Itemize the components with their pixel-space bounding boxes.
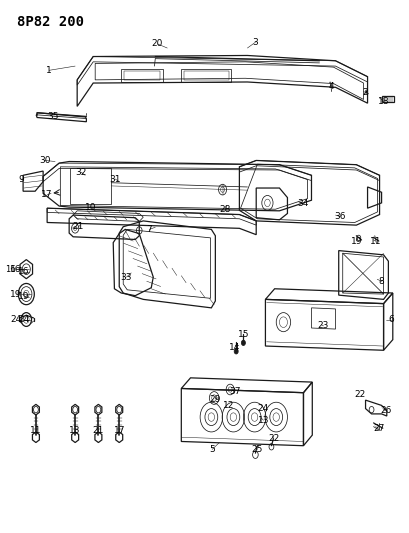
Text: 18: 18 bbox=[378, 96, 389, 106]
Text: 37: 37 bbox=[229, 386, 241, 395]
Text: 23: 23 bbox=[318, 321, 329, 330]
Text: 21: 21 bbox=[73, 222, 84, 231]
Text: 1: 1 bbox=[46, 66, 52, 75]
Text: 12: 12 bbox=[223, 401, 234, 410]
Text: 19: 19 bbox=[351, 237, 362, 246]
Text: 35: 35 bbox=[47, 112, 59, 121]
Text: 32: 32 bbox=[76, 167, 87, 176]
Text: 29: 29 bbox=[210, 394, 221, 403]
Text: 2: 2 bbox=[363, 88, 369, 97]
Text: 6: 6 bbox=[389, 315, 394, 324]
Text: 8: 8 bbox=[379, 277, 384, 286]
Text: 13: 13 bbox=[70, 426, 81, 435]
Text: 13: 13 bbox=[258, 416, 269, 425]
Text: 10: 10 bbox=[85, 203, 97, 212]
Text: 33: 33 bbox=[121, 272, 132, 281]
Text: 5: 5 bbox=[209, 445, 215, 454]
Text: 19: 19 bbox=[10, 289, 21, 298]
Text: 11: 11 bbox=[370, 237, 381, 246]
Text: 34: 34 bbox=[297, 199, 308, 208]
Text: 20: 20 bbox=[152, 39, 163, 49]
Text: 3: 3 bbox=[252, 38, 258, 47]
Text: 19: 19 bbox=[18, 292, 29, 301]
Text: 8P82 200: 8P82 200 bbox=[17, 14, 84, 29]
Text: 21: 21 bbox=[93, 426, 104, 435]
Text: 22: 22 bbox=[354, 390, 365, 399]
Text: 22: 22 bbox=[268, 434, 279, 443]
Text: 17: 17 bbox=[41, 190, 53, 199]
Text: 16—: 16— bbox=[5, 265, 24, 273]
Text: 7: 7 bbox=[146, 225, 152, 234]
Text: 17: 17 bbox=[113, 426, 125, 435]
Circle shape bbox=[241, 340, 245, 345]
Text: 9: 9 bbox=[18, 174, 24, 183]
Text: 24: 24 bbox=[257, 404, 268, 413]
Text: 24: 24 bbox=[18, 315, 29, 324]
Text: 11: 11 bbox=[30, 426, 42, 435]
Text: 16: 16 bbox=[10, 265, 21, 273]
Text: 24: 24 bbox=[10, 315, 21, 324]
Text: 27: 27 bbox=[373, 424, 384, 433]
Circle shape bbox=[234, 349, 238, 354]
Text: 28: 28 bbox=[220, 205, 231, 214]
Text: 4: 4 bbox=[329, 82, 334, 91]
Text: 25: 25 bbox=[252, 445, 263, 454]
Text: 30: 30 bbox=[39, 156, 51, 165]
Text: 14: 14 bbox=[229, 343, 240, 352]
Text: 31: 31 bbox=[110, 174, 121, 183]
Text: 16: 16 bbox=[18, 268, 29, 276]
Text: 36: 36 bbox=[335, 212, 346, 221]
Text: 15: 15 bbox=[238, 330, 249, 339]
Text: 26: 26 bbox=[380, 406, 391, 415]
